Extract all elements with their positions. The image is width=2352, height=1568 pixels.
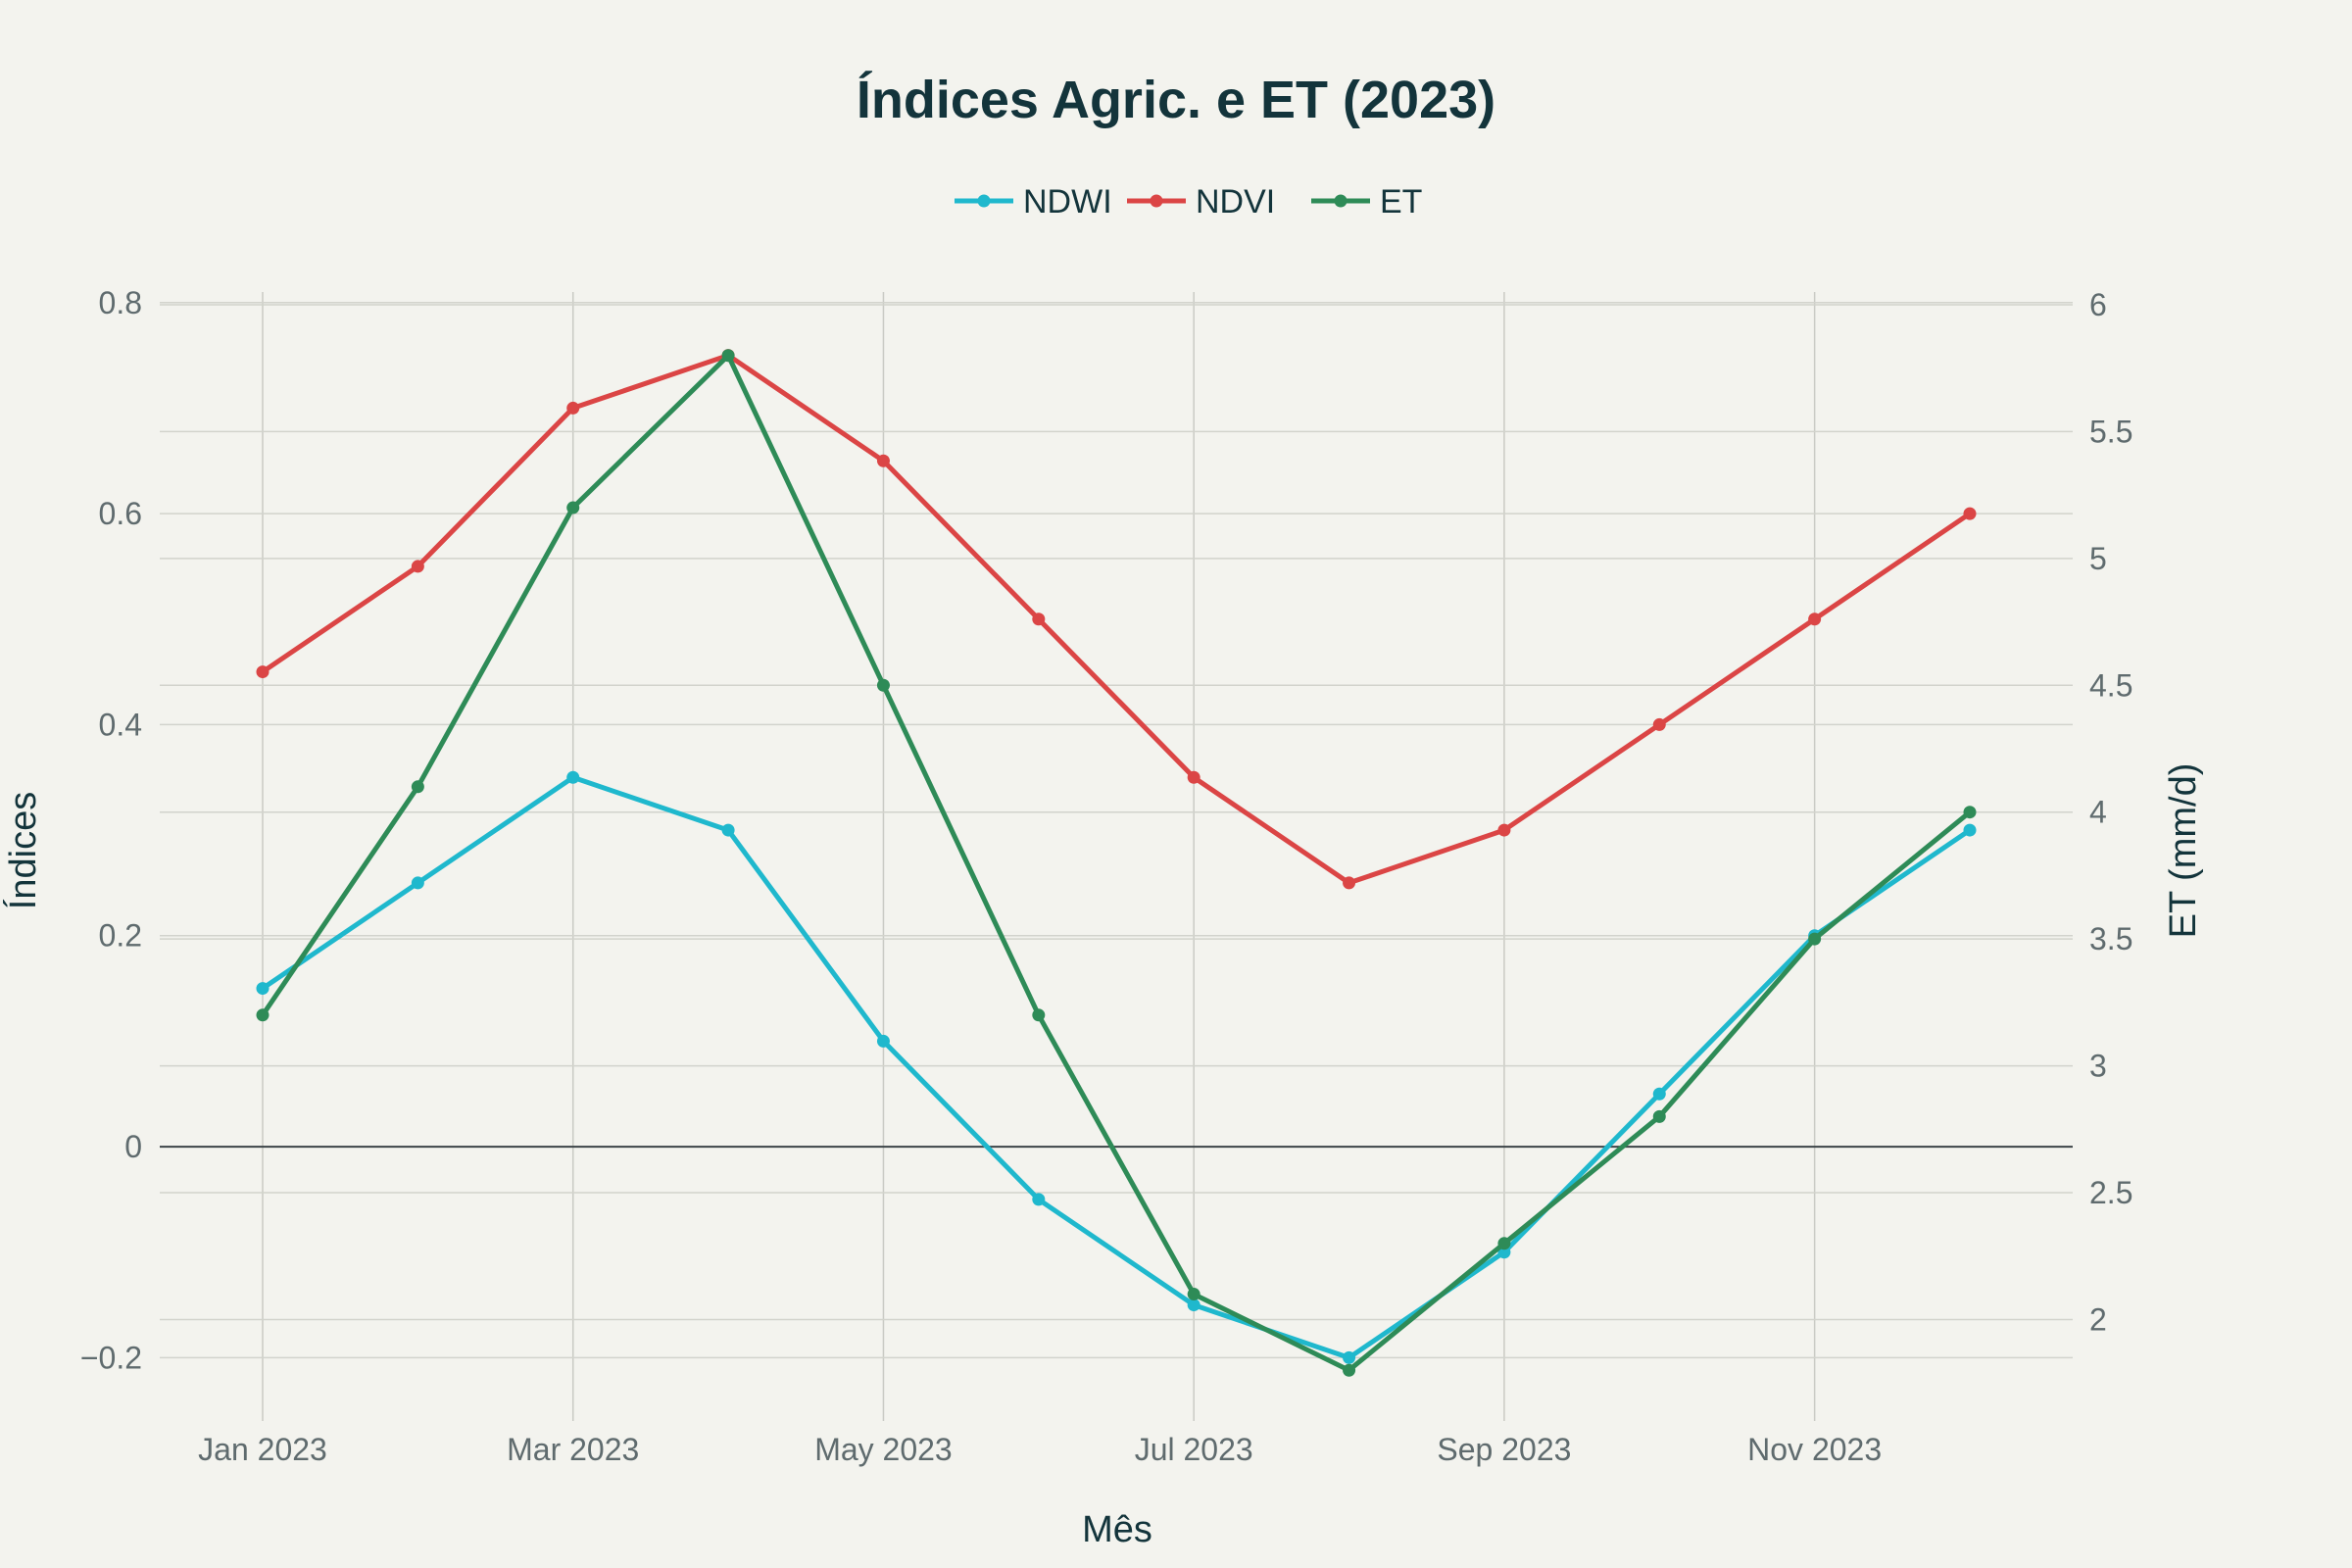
et-point <box>256 1008 270 1022</box>
ndwi-point <box>1963 823 1977 837</box>
ndvi-point <box>1963 507 1977 520</box>
et-point <box>1187 1288 1200 1301</box>
ndvi-point <box>876 454 890 467</box>
y2-tick-label: 3.5 <box>2089 921 2132 956</box>
ndvi-point <box>256 665 270 679</box>
y-tick-label: 0.8 <box>99 285 142 320</box>
ndvi-point <box>1808 612 1822 626</box>
legend-label: NDWI <box>1023 183 1112 220</box>
y-tick-label: 0 <box>124 1129 142 1164</box>
x-tick-label: Nov 2023 <box>1747 1432 1882 1467</box>
et-point <box>1808 932 1822 946</box>
ndwi-point <box>1032 1193 1046 1206</box>
y-tick-label: 0.6 <box>99 496 142 531</box>
legend: NDWI NDVI ET <box>955 183 1422 220</box>
ndwi-point <box>1187 1298 1200 1312</box>
series-layer <box>256 349 1977 1377</box>
y2-tick-label: 4.5 <box>2089 667 2132 703</box>
et-line <box>260 353 1973 1373</box>
tick-layer: Jan 2023 Mar 2023 May 2023 Jul 2023 Sep 2023… <box>80 285 2133 1467</box>
et-point <box>721 349 735 363</box>
legend-label: NDVI <box>1196 183 1275 220</box>
y2-tick-label: 6 <box>2089 287 2107 322</box>
grid-layer <box>160 292 2073 1421</box>
et-point <box>566 501 580 514</box>
et-point <box>876 678 890 692</box>
series-ndvi <box>256 349 1977 890</box>
ndvi-line <box>260 353 1973 886</box>
y-tick-label: −0.2 <box>80 1340 142 1375</box>
legend-marker <box>1150 194 1163 208</box>
legend-label: ET <box>1380 183 1422 220</box>
et-point <box>1652 1109 1666 1123</box>
ndvi-point <box>1652 717 1666 731</box>
y2-tick-label: 5 <box>2089 541 2107 576</box>
ndvi-point <box>1343 876 1356 890</box>
et-point <box>1497 1237 1511 1250</box>
y2-tick-label: 5.5 <box>2089 414 2132 449</box>
series-et <box>256 349 1977 1377</box>
ndwi-point <box>721 823 735 837</box>
ndvi-point <box>566 401 580 415</box>
y-tick-label: 0.2 <box>99 918 142 954</box>
ndwi-point <box>1343 1350 1356 1364</box>
legend-marker <box>977 194 991 208</box>
ndwi-point <box>876 1034 890 1048</box>
x-tick-label: May 2023 <box>814 1432 953 1467</box>
x-tick-label: Mar 2023 <box>507 1432 639 1467</box>
ndwi-point <box>1652 1087 1666 1101</box>
legend-item-et[interactable]: ET <box>1311 183 1422 220</box>
y2-axis-title: ET (mm/d) <box>2163 763 2204 939</box>
y2-tick-label: 3 <box>2089 1049 2107 1084</box>
x-tick-label: Jul 2023 <box>1135 1432 1253 1467</box>
legend-marker <box>1334 194 1348 208</box>
ndwi-point <box>566 770 580 784</box>
ndvi-point <box>1032 612 1046 626</box>
x-tick-label: Jan 2023 <box>198 1432 327 1467</box>
ndvi-point <box>1497 823 1511 837</box>
ndwi-point <box>256 982 270 996</box>
y-axis-title: Índices <box>2 792 44 909</box>
ndvi-point <box>411 560 424 573</box>
legend-item-ndwi[interactable]: NDWI <box>955 183 1112 220</box>
series-ndwi <box>256 770 1977 1364</box>
et-point <box>411 780 424 794</box>
et-point <box>1032 1008 1046 1022</box>
y-tick-label: 0.4 <box>99 707 142 742</box>
ndvi-point <box>1187 770 1200 784</box>
chart-title: Índices Agric. e ET (2023) <box>857 71 1495 129</box>
y2-tick-label: 2 <box>2089 1301 2107 1337</box>
et-point <box>1963 806 1977 819</box>
et-point <box>1343 1363 1356 1377</box>
legend-item-ndvi[interactable]: NDVI <box>1127 183 1275 220</box>
y2-tick-label: 2.5 <box>2089 1175 2132 1210</box>
ndwi-line <box>260 774 1973 1360</box>
ndwi-point <box>411 876 424 890</box>
x-axis-title: Mês <box>1082 1509 1152 1550</box>
x-tick-label: Sep 2023 <box>1437 1432 1571 1467</box>
y2-tick-label: 4 <box>2089 795 2107 830</box>
